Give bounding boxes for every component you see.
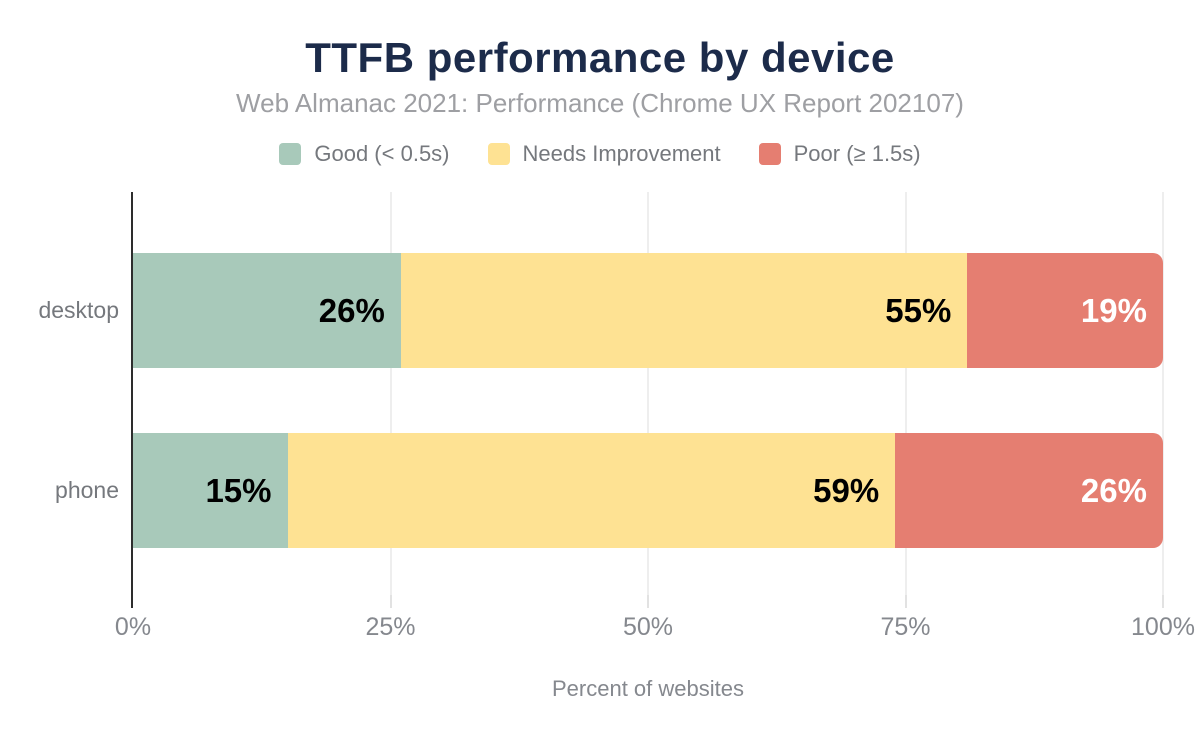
bar-value-label: 26% (318, 291, 385, 329)
bar-segment: 26% (133, 253, 401, 368)
x-tick-mark (647, 595, 649, 608)
bar-value-label: 59% (813, 471, 880, 509)
bar-value-label: 15% (205, 471, 272, 509)
x-tick-mark (1162, 595, 1164, 608)
bar-segment: 59% (287, 433, 896, 548)
bar-segment: 19% (967, 253, 1163, 368)
bar-segment: 55% (400, 253, 968, 368)
chart-subtitle: Web Almanac 2021: Performance (Chrome UX… (236, 88, 964, 118)
category-label: phone (55, 477, 119, 503)
grid-line (1162, 192, 1164, 595)
grid-line (389, 192, 392, 595)
x-axis-title: Percent of websites (552, 676, 744, 701)
grid-line (904, 192, 907, 595)
legend-item: Good (< 0.5s) (279, 141, 450, 167)
legend-swatch (758, 143, 781, 165)
bar-row: desktop 26% 55% 19% (38, 253, 1163, 368)
grid-line (647, 192, 649, 595)
bar-value-label: 55% (885, 291, 952, 329)
legend-swatch (279, 143, 302, 165)
bar-segment: 26% (895, 433, 1163, 548)
legend-item: Poor (≥ 1.5s) (758, 141, 921, 167)
legend-swatch (487, 143, 510, 165)
plot-area: 0% 25% 50% 75% 100% desktop 26% 55% 19% phone 15% 5… (38, 192, 1195, 641)
legend: Good (< 0.5s) Needs Improvement Poor (≥ 1.… (0, 141, 1200, 167)
x-tick-mark (389, 595, 392, 608)
y-axis-line (131, 192, 133, 608)
bar-value-label: 26% (1080, 471, 1147, 509)
bar-value-label: 19% (1080, 291, 1147, 329)
x-tick-mark (904, 595, 907, 608)
x-tick-label: 75% (880, 613, 931, 641)
x-tick-label: 0% (114, 613, 152, 641)
bar-segment: 15% (133, 433, 288, 548)
category-label: desktop (38, 297, 119, 323)
bar-row: phone 15% 59% 26% (55, 433, 1163, 548)
legend-label: Needs Improvement (522, 141, 721, 166)
x-tick-label: 50% (622, 613, 674, 641)
chart-title: TTFB performance by device (305, 34, 895, 81)
x-tick-label: 25% (365, 613, 416, 641)
legend-item: Needs Improvement (487, 141, 721, 167)
x-tick-label: 100% (1131, 613, 1195, 641)
legend-label: Good (< 0.5s) (314, 141, 450, 166)
legend-label: Poor (≥ 1.5s) (793, 141, 921, 166)
